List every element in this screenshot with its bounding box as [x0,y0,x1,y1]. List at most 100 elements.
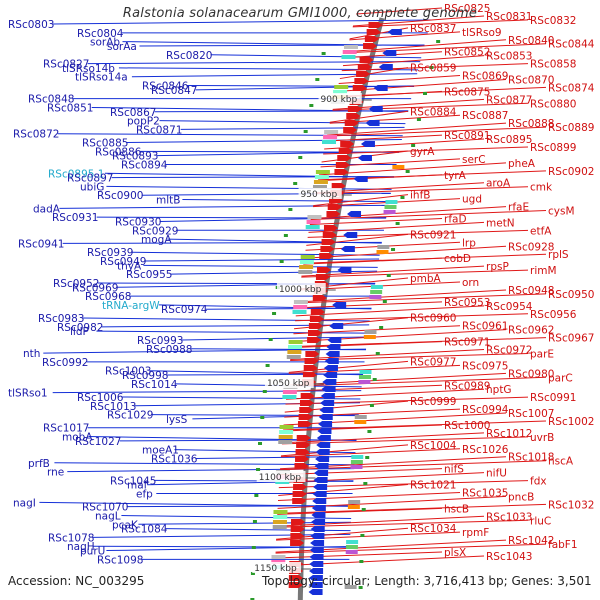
right-gene-label[interactable]: RSc1018 [508,452,554,464]
right-gene-label[interactable]: RSc0977 [410,356,456,368]
right-gene-label[interactable]: RSc0962 [508,325,554,337]
left-gene-label[interactable]: RSc0900 [97,190,143,202]
right-gene-label[interactable]: RSc0875 [444,86,490,98]
left-gene-label[interactable]: RSc0846 [142,81,189,93]
right-gene-label[interactable]: RSc0994 [462,404,509,416]
right-gene-label[interactable]: RSc0902 [548,166,594,178]
left-gene-label[interactable]: RSc0952 [53,278,99,290]
left-gene-label[interactable]: RSc0929 [132,225,178,237]
right-gene-label[interactable]: lrp [462,237,476,249]
left-gene-label[interactable]: lysS [166,414,188,426]
left-gene-label[interactable]: RSc0998 [122,370,168,382]
left-gene-label[interactable]: sorAa [107,41,137,53]
left-gene-label[interactable]: RSc0930 [115,216,161,228]
right-gene-label[interactable]: RSc0954 [486,301,533,313]
left-gene-label[interactable]: RSc0993 [137,335,183,347]
right-gene-label[interactable]: metN [486,217,515,229]
left-gene-label[interactable]: RSc0894 [121,159,168,171]
right-gene-label[interactable]: RSc0899 [530,142,576,154]
left-gene-label[interactable]: RSc0939 [87,247,133,259]
left-gene-label[interactable]: prfB [28,458,50,470]
left-gene-label[interactable]: RSc0886 [95,146,142,158]
left-gene-label[interactable]: RSc0988 [146,344,192,356]
right-gene-label[interactable]: orn [462,277,479,289]
right-gene-label[interactable]: RSc1004 [410,440,457,452]
right-gene-label[interactable]: RSc1032 [548,499,594,511]
right-gene-label[interactable]: RSc0858 [530,59,576,71]
right-gene-label[interactable]: ihfB [410,190,430,202]
right-gene-label[interactable]: pheA [508,158,536,170]
right-gene-label[interactable]: RSc0887 [462,110,508,122]
right-gene-label[interactable]: hscA [548,456,574,468]
right-gene-label[interactable]: ugd [462,194,482,206]
left-gene-label[interactable]: nagH [67,541,95,553]
left-gene-label[interactable]: nth [23,348,40,360]
right-gene-label[interactable]: plsX [444,547,466,559]
right-gene-label[interactable]: rpmF [462,527,489,539]
left-gene-label[interactable]: sorAb [90,37,120,49]
right-gene-label[interactable]: hptG [486,384,512,396]
left-gene-label[interactable]: RSc1070 [82,502,128,514]
right-gene-label[interactable]: parE [530,348,554,360]
left-gene-label[interactable]: dadA [33,203,61,215]
right-gene-label[interactable]: serC [462,154,486,166]
left-gene-label[interactable]: RSc0931 [52,212,98,224]
right-gene-label[interactable]: gyrA [410,146,435,158]
left-gene-label[interactable]: RSc0974 [161,304,208,316]
right-gene-label[interactable]: aroA [486,178,511,190]
left-gene-label[interactable]: RSc1078 [48,532,94,544]
left-gene-label[interactable]: efp [136,489,153,501]
right-gene-label[interactable]: RSc0972 [486,345,532,357]
right-gene-label[interactable]: RSc0928 [508,241,554,253]
left-gene-label[interactable]: RSc0895.1 [48,168,104,180]
right-gene-label[interactable]: RSc1034 [410,523,457,535]
right-gene-label[interactable]: RSc0980 [508,368,554,380]
left-gene-label[interactable]: RSc0897 [67,173,113,185]
left-gene-label[interactable]: RSc0983 [38,313,84,325]
right-gene-label[interactable]: rfaD [444,213,467,225]
left-gene-label[interactable]: RSc0941 [18,238,64,250]
right-gene-label[interactable]: tlSRso9 [462,27,502,39]
right-gene-label[interactable]: RSc0884 [410,106,457,118]
right-gene-label[interactable]: RSc0921 [410,229,456,241]
right-gene-label[interactable]: RSc0853 [486,51,532,63]
right-gene-label[interactable]: fdx [530,476,547,488]
left-gene-label[interactable]: RSc0982 [57,322,103,334]
left-gene-label[interactable]: moeA1 [142,445,179,457]
left-gene-label[interactable]: RSc0867 [110,107,156,119]
right-gene-label[interactable]: RSc1035 [462,487,508,499]
right-gene-label[interactable]: hscB [444,503,469,515]
left-gene-label[interactable]: RSc1006 [77,392,124,404]
left-gene-label[interactable]: tRNA-argW [102,300,160,312]
right-gene-label[interactable]: RSc0971 [444,337,490,349]
right-gene-label[interactable]: rimM [530,265,557,277]
right-gene-label[interactable]: RSc0953 [444,297,490,309]
right-gene-label[interactable]: pmbA [410,273,442,285]
right-gene-label[interactable]: parC [548,372,573,384]
right-gene-label[interactable]: RSc1012 [486,428,532,440]
left-gene-label[interactable]: RSc0827 [43,59,89,71]
right-gene-label[interactable]: RSc0991 [530,392,576,404]
right-gene-label[interactable]: RSc0961 [462,321,508,333]
right-gene-label[interactable]: etfA [530,225,552,237]
right-gene-label[interactable]: RSc0989 [444,380,490,392]
left-gene-label[interactable]: RSc0955 [126,269,172,281]
right-gene-label[interactable]: RSc0891 [444,130,490,142]
right-gene-label[interactable]: RSc1033 [486,511,532,523]
left-gene-label[interactable]: mobA [62,432,93,444]
left-gene-label[interactable]: RSc1003 [105,366,151,378]
right-gene-label[interactable]: RSc0889 [548,122,594,134]
right-gene-label[interactable]: RSc0844 [548,39,595,51]
right-gene-label[interactable]: RSc0999 [410,396,456,408]
right-gene-label[interactable]: RSc0960 [410,313,456,325]
right-gene-label[interactable]: nifS [444,464,464,476]
right-gene-label[interactable]: RSc0880 [530,98,576,110]
left-gene-label[interactable]: RSc0820 [166,50,212,62]
right-gene-label[interactable]: RSc0831 [486,11,532,23]
right-gene-label[interactable]: RSc0874 [548,82,595,94]
left-gene-label[interactable]: mltB [156,195,180,207]
left-gene-label[interactable]: RSc0804 [77,28,124,40]
right-gene-label[interactable]: cobD [444,253,471,265]
left-gene-label[interactable]: popP2 [127,116,160,128]
left-gene-label[interactable]: RSc0871 [136,124,182,136]
